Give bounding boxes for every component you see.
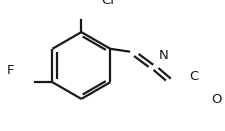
Text: O: O [211,93,221,106]
Text: Cl: Cl [100,0,113,7]
Text: C: C [189,70,198,83]
Text: F: F [7,64,15,77]
Text: N: N [158,49,168,62]
